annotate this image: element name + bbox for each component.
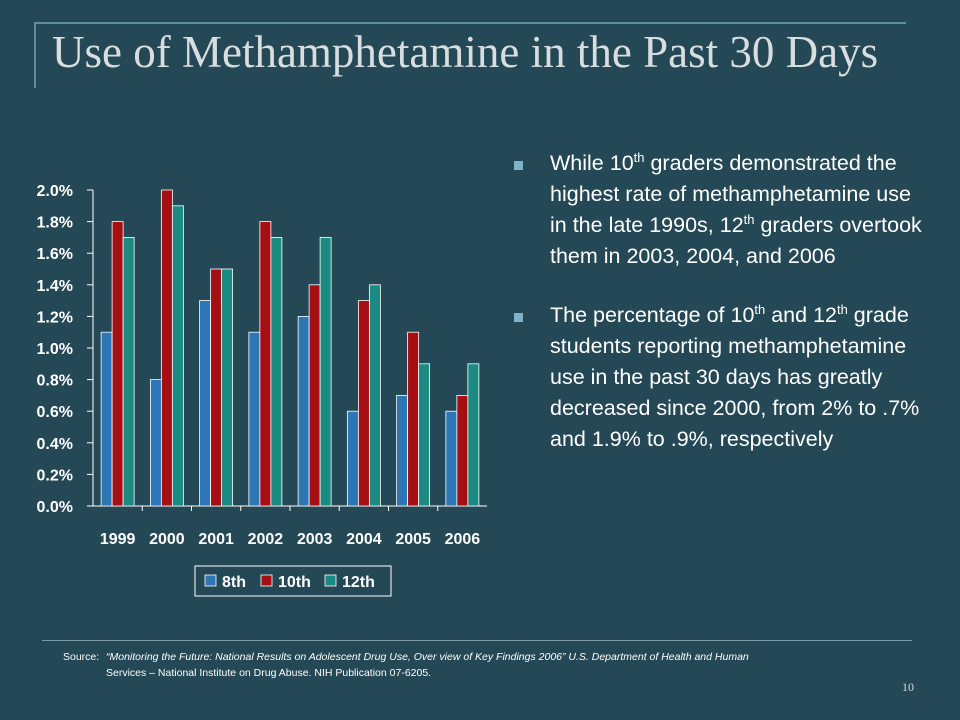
y-tick-label: 1.0%	[37, 341, 73, 358]
legend-label-8th: 8th	[222, 574, 246, 591]
bar-12th-2000	[171, 205, 184, 507]
x-tick-label: 2003	[297, 531, 333, 548]
bar-10th-2004	[357, 300, 370, 507]
bar-12th-2004	[368, 284, 381, 507]
x-tick-label: 2001	[198, 531, 234, 548]
bar-8th-2000	[149, 379, 162, 507]
y-tick-label: 2.0%	[37, 183, 73, 200]
legend-swatch-12th	[324, 574, 337, 587]
source-divider	[42, 640, 912, 641]
legend-label-12th: 12th	[342, 574, 375, 591]
bar-8th-2003	[297, 315, 310, 507]
bar-10th-1999	[111, 221, 124, 507]
bar-10th-2000	[160, 189, 173, 507]
legend-label-10th: 10th	[278, 574, 311, 591]
source-line-1: “Monitoring the Future: National Results…	[106, 651, 749, 663]
bar-8th-1999	[100, 331, 113, 507]
bullet-text: While 10th graders demonstrated the high…	[550, 149, 922, 268]
bullet-square-icon	[514, 313, 523, 322]
slide-title: Use of Methamphetamine in the Past 30 Da…	[52, 27, 879, 77]
bullet-list: While 10th graders demonstrated the high…	[512, 148, 932, 483]
page-number: 10	[902, 680, 914, 694]
title-left-rule	[34, 22, 36, 88]
bar-10th-2005	[407, 331, 420, 507]
legend-swatch-10th	[260, 574, 273, 587]
bar-8th-2001	[199, 300, 212, 507]
bullet-item: While 10th graders demonstrated the high…	[512, 148, 932, 272]
x-tick-label: 2002	[248, 531, 284, 548]
bar-10th-2006	[456, 394, 469, 507]
bar-12th-2002	[270, 237, 283, 507]
bar-10th-2003	[308, 284, 321, 507]
legend-swatch-8th	[204, 574, 217, 587]
source-citation: Source: “Monitoring the Future: National …	[63, 649, 933, 681]
chart-bars	[100, 189, 480, 507]
x-tick-label: 2005	[395, 531, 431, 548]
y-tick-labels: 0.0% 0.2% 0.4% 0.6% 0.8% 1.0% 1.2% 1.4% 1.6% 1.8%…	[37, 183, 93, 516]
bullet-item: The percentage of 10th and 12th grade st…	[512, 300, 932, 455]
bar-10th-2001	[210, 268, 223, 507]
y-tick-label: 1.8%	[37, 215, 73, 232]
source-label: Source:	[63, 651, 100, 663]
y-tick-label: 1.6%	[37, 246, 73, 263]
source-line-2: Services – National Institute on Drug Ab…	[106, 667, 432, 679]
x-tick-label: 1999	[100, 531, 136, 548]
bar-12th-2006	[467, 363, 480, 507]
bar-12th-2005	[418, 363, 431, 507]
y-tick-label: 0.8%	[37, 373, 73, 390]
y-tick-label: 1.4%	[37, 278, 73, 295]
y-tick-label: 0.0%	[37, 499, 73, 516]
bullet-text: The percentage of 10th and 12th grade st…	[550, 301, 920, 451]
bar-10th-2002	[259, 221, 272, 507]
bullet-square-icon	[514, 161, 523, 170]
chart-legend: 8th 10th 12th	[194, 565, 392, 597]
bar-12th-1999	[122, 237, 135, 507]
x-tick-label: 2004	[346, 531, 382, 548]
x-tick-labels: 1999 2000 2001 2002 2003 2004 2005 2006	[100, 506, 480, 548]
y-tick-label: 0.2%	[37, 467, 73, 484]
bar-12th-2003	[319, 237, 332, 507]
bar-8th-2006	[445, 410, 458, 507]
bar-8th-2004	[346, 410, 359, 507]
bar-chart: 0.0% 0.2% 0.4% 0.6% 0.8% 1.0% 1.2% 1.4% 1.6% 1.8%…	[37, 183, 487, 597]
legend-box	[194, 565, 392, 597]
bar-12th-2001	[221, 268, 234, 507]
y-tick-label: 1.2%	[37, 309, 73, 326]
x-tick-label: 2006	[445, 531, 481, 548]
title-top-rule	[34, 22, 906, 24]
y-tick-label: 0.6%	[37, 404, 73, 421]
bar-8th-2005	[396, 394, 409, 507]
x-tick-label: 2000	[149, 531, 185, 548]
y-tick-label: 0.4%	[37, 436, 73, 453]
bar-8th-2002	[248, 331, 261, 507]
